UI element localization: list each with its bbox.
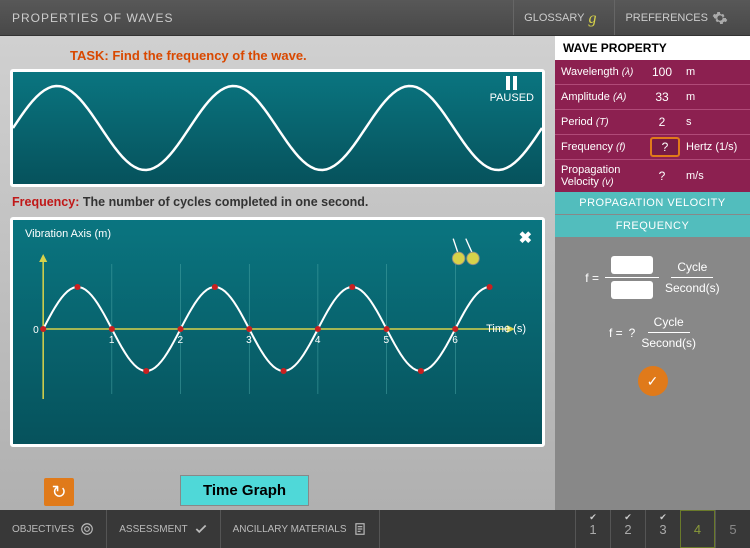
svg-text:6: 6 — [452, 335, 458, 346]
objectives-button[interactable]: OBJECTIVES — [0, 510, 107, 548]
property-row: Period (T)2s — [555, 110, 750, 135]
progress-step-3[interactable]: ✔3 — [645, 510, 680, 548]
property-row: Propagation Velocity (v)?m/s — [555, 160, 750, 192]
progress-step-4[interactable]: 4 — [680, 510, 715, 548]
definition-text: Frequency: The number of cycles complete… — [10, 191, 545, 217]
footer-bar: OBJECTIVES ASSESSMENT ANCILLARY MATERIAL… — [0, 510, 750, 548]
time-graph-panel: Vibration Axis (m) ✖ 0123456 Time (s) — [10, 217, 545, 447]
left-panel: TASK: Find the frequency of the wave. PA… — [0, 36, 555, 510]
denominator-input[interactable] — [611, 281, 653, 299]
svg-text:2: 2 — [178, 335, 184, 346]
svg-text:3: 3 — [246, 335, 252, 346]
glossary-button[interactable]: GLOSSARY g — [513, 0, 614, 35]
right-panel: WAVE PROPERTY Wavelength (λ)100mAmplitud… — [555, 36, 750, 510]
pause-icon — [490, 76, 534, 90]
check-icon: ✓ — [647, 373, 659, 390]
task-text: TASK: Find the frequency of the wave. — [10, 44, 545, 69]
graph-x-label: Time (s) — [486, 323, 526, 335]
svg-text:5: 5 — [384, 335, 390, 346]
progress-step-5[interactable]: 5 — [715, 510, 750, 548]
svg-text:1: 1 — [109, 335, 115, 346]
target-icon — [80, 522, 94, 536]
progress-step-1[interactable]: ✔1 — [575, 510, 610, 548]
property-value: ? — [644, 169, 680, 183]
wave-animation: PAUSED — [10, 69, 545, 187]
property-row: Wavelength (λ)100m — [555, 60, 750, 85]
app-header: PROPERTIES OF WAVES GLOSSARY g PREFERENC… — [0, 0, 750, 36]
glossary-icon: g — [588, 10, 604, 26]
tab-propagation-velocity[interactable]: PROPAGATION VELOCITY — [555, 192, 750, 215]
pause-indicator: PAUSED — [490, 76, 534, 104]
property-row: Frequency (f)?Hertz (1/s) — [555, 135, 750, 160]
formula-input-row: f = Cycle Second(s) — [565, 256, 740, 299]
time-graph-button[interactable]: Time Graph — [180, 475, 309, 506]
property-value: 100 — [644, 65, 680, 79]
preferences-button[interactable]: PREFERENCES — [614, 0, 738, 35]
ancillary-button[interactable]: ANCILLARY MATERIALS — [221, 510, 380, 548]
formula-panel: f = Cycle Second(s) f = ? Cycle Second(s… — [555, 238, 750, 510]
app-title: PROPERTIES OF WAVES — [12, 11, 513, 25]
svg-text:4: 4 — [315, 335, 321, 346]
check-icon — [194, 522, 208, 536]
property-row: Amplitude (A)33m — [555, 85, 750, 110]
tab-frequency[interactable]: FREQUENCY — [555, 215, 750, 238]
property-value: 33 — [644, 90, 680, 104]
wave-property-table: Wavelength (λ)100mAmplitude (A)33mPeriod… — [555, 60, 750, 192]
property-value: 2 — [644, 115, 680, 129]
gear-icon — [712, 10, 728, 26]
reset-icon: ↻ — [51, 482, 66, 503]
progress-step-2[interactable]: ✔2 — [610, 510, 645, 548]
reset-button[interactable]: ↻ — [44, 478, 74, 506]
assessment-button[interactable]: ASSESSMENT — [107, 510, 220, 548]
check-answer-button[interactable]: ✓ — [638, 366, 668, 396]
wave-property-header: WAVE PROPERTY — [555, 36, 750, 60]
numerator-input[interactable] — [611, 256, 653, 274]
svg-text:0: 0 — [33, 325, 39, 336]
formula-result-row: f = ? Cycle Second(s) — [565, 315, 740, 350]
property-value[interactable]: ? — [650, 137, 680, 157]
document-icon — [353, 522, 367, 536]
